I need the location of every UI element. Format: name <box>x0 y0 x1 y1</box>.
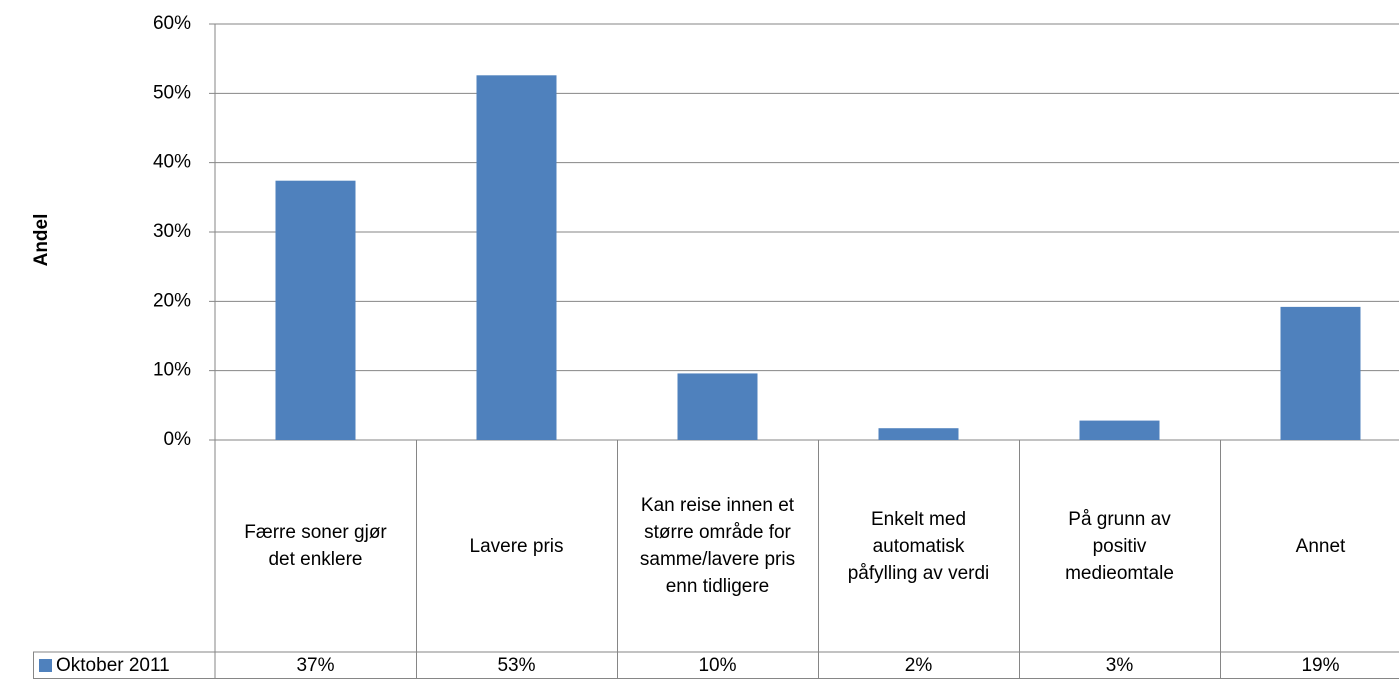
y-tick-label: 30% <box>153 221 191 242</box>
y-tick-label: 0% <box>164 429 192 450</box>
bar <box>878 428 959 440</box>
bar <box>476 75 557 440</box>
category-label: Enkelt med automatisk påfylling av verdi <box>847 508 990 584</box>
category-label: Annet <box>1295 535 1346 557</box>
category-label: Lavere pris <box>469 535 564 557</box>
bar <box>1280 306 1361 440</box>
value-label: 19% <box>1301 654 1340 676</box>
bar <box>275 180 356 440</box>
category-label: Kan reise innen et større område for sam… <box>639 495 796 597</box>
value-label: 53% <box>497 654 536 676</box>
y-tick-label: 20% <box>153 290 191 311</box>
y-axis-label: Andel <box>31 214 52 267</box>
value-label: 10% <box>698 654 737 676</box>
category-label: Færre soner gjør det enklere <box>244 522 387 570</box>
legend-label: Oktober 2011 <box>56 654 170 676</box>
y-tick-label: 60% <box>153 13 191 34</box>
legend-entry: Oktober 2011 <box>34 652 215 679</box>
value-label: 37% <box>296 654 335 676</box>
y-tick-label: 50% <box>153 82 191 103</box>
bar <box>1079 420 1160 440</box>
value-label: 3% <box>1105 654 1134 676</box>
value-label: 2% <box>904 654 933 676</box>
legend-swatch <box>39 658 52 672</box>
bar <box>677 373 758 440</box>
y-tick-label: 10% <box>153 360 191 381</box>
y-tick-label: 40% <box>153 152 191 173</box>
category-label: På grunn av positiv medieomtale <box>1065 508 1174 584</box>
